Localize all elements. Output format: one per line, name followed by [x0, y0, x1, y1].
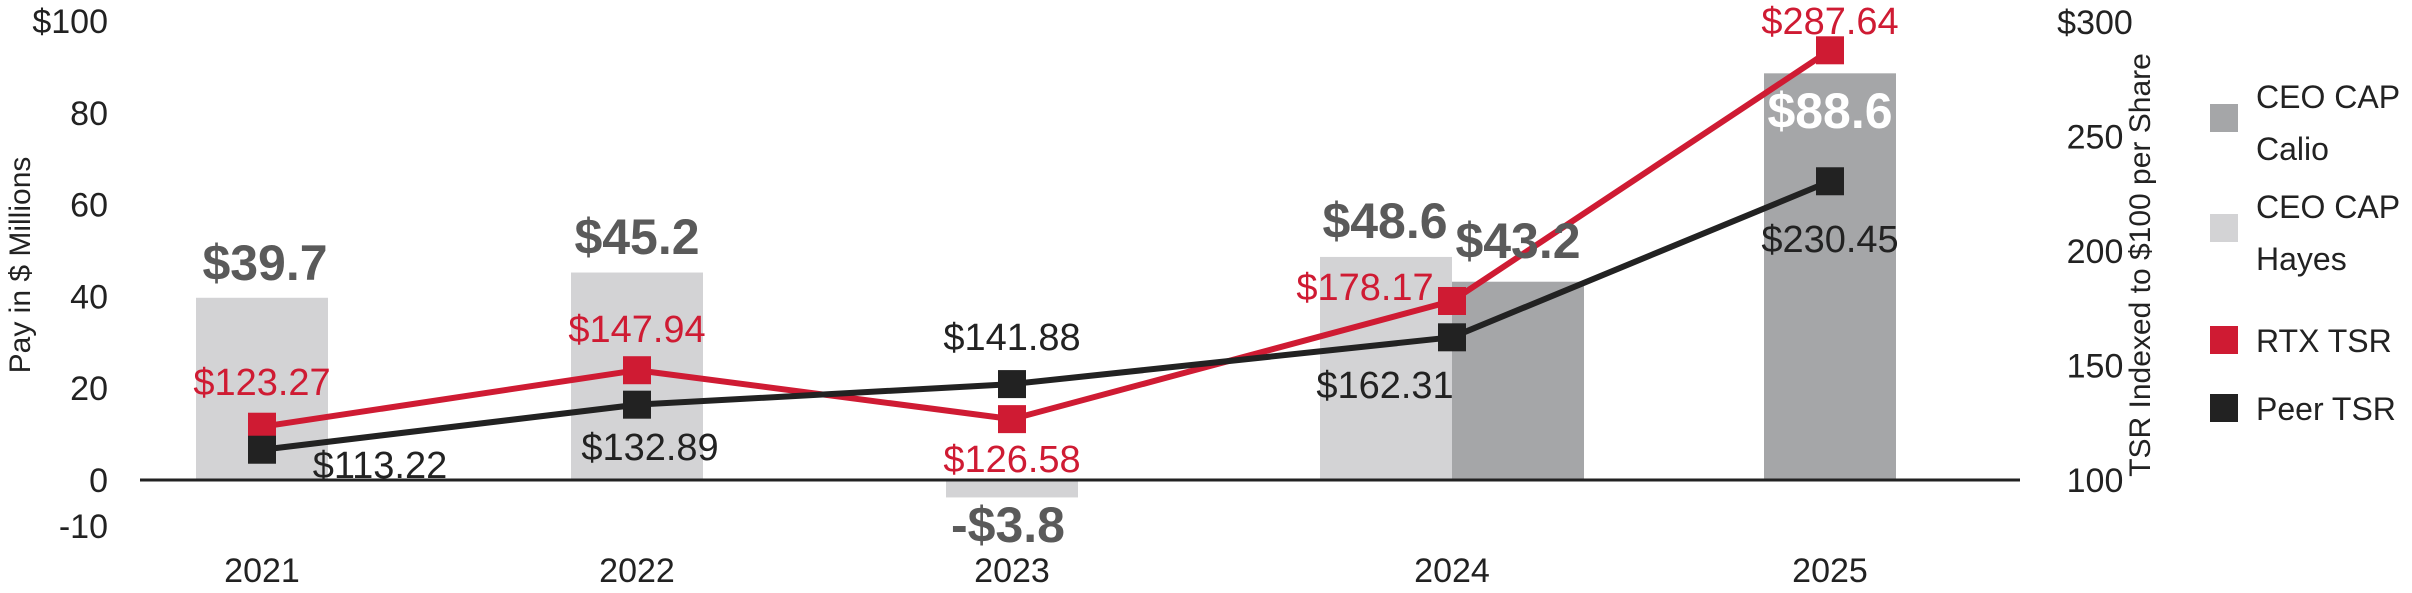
legend-label: Peer TSR	[2256, 391, 2396, 427]
left-axis-tick: 20	[70, 370, 108, 408]
right-axis-tick: 150	[2067, 348, 2124, 386]
left-axis-tick: 60	[70, 187, 108, 225]
peer-tsr-marker-2022	[623, 390, 651, 419]
right-axis-tick: $300	[2057, 4, 2133, 42]
bar-hayes-2023	[946, 480, 1078, 498]
x-axis-tick: 2024	[1414, 552, 1490, 590]
legend-swatch	[2210, 326, 2238, 354]
legend-swatch	[2210, 104, 2238, 132]
rtx-tsr-line	[261, 47, 1832, 430]
bar-value-label: $39.7	[202, 235, 327, 291]
left-axis-title: Pay in $ Millions	[4, 157, 37, 374]
peer-tsr-value-label: $113.22	[313, 445, 448, 487]
tsr-lines-layer	[248, 36, 1844, 464]
labels-layer: $39.7 $45.2 -$3.8 $48.6 $43.2 $88.6 $123.27 $14…	[193, 1, 1898, 553]
legend-label: Calio	[2256, 131, 2329, 167]
bar-value-label: $43.2	[1455, 213, 1580, 269]
left-axis-tick: 80	[70, 95, 108, 133]
rtx-tsr-marker-2025	[1816, 36, 1844, 65]
peer-tsr-value-label: $141.88	[943, 317, 1080, 359]
right-axis-tick: 200	[2067, 233, 2124, 271]
rtx-tsr-value-label: $178.17	[1296, 267, 1433, 309]
bar-hayes-2024	[1320, 256, 1452, 480]
peer-tsr-marker-2023	[998, 370, 1026, 399]
bar-calio-2025	[1764, 73, 1896, 481]
legend-label: RTX TSR	[2256, 323, 2392, 359]
bar-value-label: $88.6	[1767, 83, 1892, 139]
rtx-tsr-value-label: $147.94	[568, 309, 705, 351]
rtx-tsr-value-label: $123.27	[193, 362, 330, 404]
bar-value-label: $45.2	[574, 209, 699, 265]
bars-layer	[196, 73, 1896, 498]
peer-tsr-marker-2025	[1816, 167, 1844, 196]
x-axis-tick: 2022	[599, 552, 675, 590]
rtx-tsr-value-label: $126.58	[943, 439, 1080, 481]
right-axis-title: TSR Indexed to $100 per Share	[2124, 53, 2157, 477]
bar-value-label: $48.6	[1322, 193, 1447, 249]
left-axis-tick: 40	[70, 278, 108, 316]
rtx-tsr-marker-2024	[1438, 286, 1466, 315]
legend-label: CEO CAP	[2256, 189, 2400, 225]
legend-swatch	[2210, 394, 2238, 422]
bar-calio-2024	[1452, 281, 1584, 480]
left-axis-tick: -10	[59, 508, 108, 546]
rtx-tsr-value-label: $287.64	[1761, 1, 1898, 43]
left-axis-tick: $100	[32, 3, 108, 41]
right-axis-tick: 250	[2067, 119, 2124, 157]
left-axis-tick: 0	[89, 462, 108, 500]
legend-swatch	[2210, 214, 2238, 242]
peer-tsr-value-label: $132.89	[581, 427, 718, 469]
peer-tsr-value-label: $162.31	[1316, 365, 1453, 407]
x-axis-tick: 2025	[1792, 552, 1868, 590]
rtx-tsr-marker-2023	[998, 405, 1026, 434]
legend-label: CEO CAP	[2256, 79, 2400, 115]
peer-tsr-value-label: $230.45	[1761, 219, 1898, 261]
legend-label: Hayes	[2256, 241, 2347, 277]
rtx-tsr-marker-2022	[623, 356, 651, 385]
bar-value-label: -$3.8	[951, 497, 1065, 553]
peer-tsr-marker-2024	[1438, 323, 1466, 352]
right-axis-tick: 100	[2067, 462, 2124, 500]
legend: CEO CAP Calio CEO CAP Hayes RTX TSR Peer TSR	[2210, 79, 2400, 427]
x-axis-tick: 2023	[974, 552, 1050, 590]
x-axis-tick: 2021	[224, 552, 300, 590]
peer-tsr-marker-2021	[248, 435, 276, 464]
